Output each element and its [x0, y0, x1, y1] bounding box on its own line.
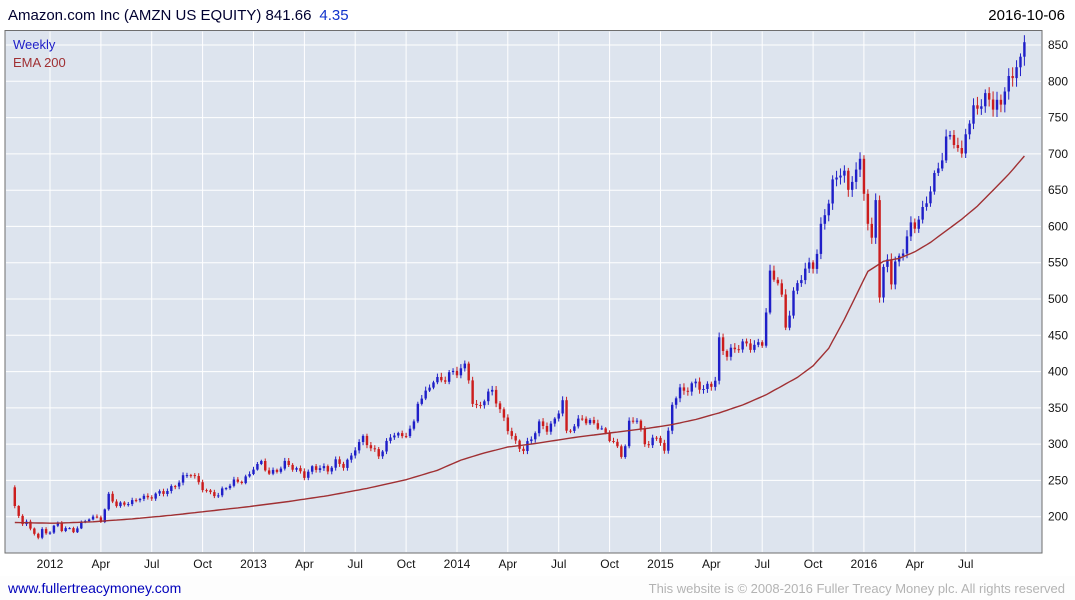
- y-axis-labels: 200 250 300 350 400 450 500 550 600 650 700 750 800 8…: [1048, 38, 1068, 524]
- svg-text:Apr: Apr: [702, 557, 721, 571]
- chart-header: Amazon.com Inc (AMZN US EQUITY) 841.66 4…: [0, 0, 1075, 30]
- gridlines: [6, 31, 1041, 552]
- svg-text:250: 250: [1048, 473, 1068, 487]
- svg-text:450: 450: [1048, 328, 1068, 342]
- svg-text:Oct: Oct: [600, 557, 619, 571]
- copyright-text: This website is © 2008-2016 Fuller Treac…: [648, 580, 1065, 596]
- svg-text:Oct: Oct: [804, 557, 823, 571]
- svg-text:750: 750: [1048, 111, 1068, 125]
- svg-text:Apr: Apr: [905, 557, 924, 571]
- svg-text:400: 400: [1048, 365, 1068, 379]
- svg-text:650: 650: [1048, 183, 1068, 197]
- svg-text:2013: 2013: [240, 557, 267, 571]
- svg-text:300: 300: [1048, 437, 1068, 451]
- svg-text:2015: 2015: [647, 557, 674, 571]
- chart-date: 2016-10-06: [988, 6, 1065, 24]
- svg-text:Apr: Apr: [498, 557, 517, 571]
- x-axis-labels: 2012 Apr Jul Oct 2013 Apr Jul Oct 2014 Apr Jul Oct 2…: [37, 557, 974, 571]
- title-group: Amazon.com Inc (AMZN US EQUITY) 841.66 4…: [8, 7, 349, 24]
- chart-area: 200 250 300 350 400 450 500 550 600 650 700 750 800 8…: [0, 30, 1075, 576]
- svg-text:2014: 2014: [444, 557, 471, 571]
- svg-text:850: 850: [1048, 38, 1068, 52]
- svg-text:Jul: Jul: [755, 557, 770, 571]
- price-change: 4.35: [319, 6, 349, 24]
- candles: [13, 35, 1026, 540]
- ema-line: [14, 155, 1025, 524]
- candlestick-chart: 200 250 300 350 400 450 500 550 600 650 700 750 800 8…: [4, 30, 1068, 571]
- svg-text:550: 550: [1048, 256, 1068, 270]
- svg-text:Jul: Jul: [958, 557, 973, 571]
- instrument-title: Amazon.com Inc (AMZN US EQUITY) 841.66: [8, 6, 312, 24]
- svg-text:2012: 2012: [37, 557, 64, 571]
- svg-text:Apr: Apr: [92, 557, 111, 571]
- svg-text:Jul: Jul: [348, 557, 363, 571]
- svg-text:Jul: Jul: [551, 557, 566, 571]
- svg-text:Jul: Jul: [144, 557, 159, 571]
- svg-text:200: 200: [1048, 510, 1068, 524]
- svg-text:600: 600: [1048, 219, 1068, 233]
- svg-text:Oct: Oct: [193, 557, 212, 571]
- footer: www.fullertreacymoney.com This website i…: [0, 576, 1075, 600]
- svg-text:2016: 2016: [851, 557, 878, 571]
- svg-text:800: 800: [1048, 74, 1068, 88]
- svg-text:Oct: Oct: [397, 557, 416, 571]
- site-link[interactable]: www.fullertreacymoney.com: [8, 580, 182, 596]
- svg-text:350: 350: [1048, 401, 1068, 415]
- plot-background: [4, 30, 1043, 554]
- svg-text:700: 700: [1048, 147, 1068, 161]
- svg-text:Apr: Apr: [295, 557, 314, 571]
- svg-text:500: 500: [1048, 292, 1068, 306]
